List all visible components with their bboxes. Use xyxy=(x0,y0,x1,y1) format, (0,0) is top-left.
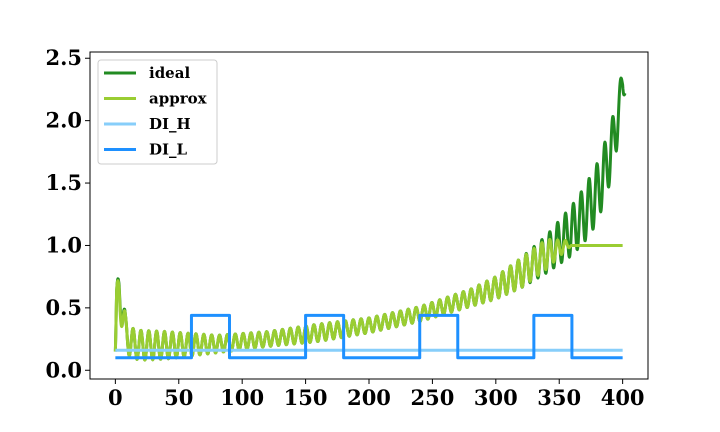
legend-box xyxy=(97,59,218,165)
x-tick-label: 50 xyxy=(164,385,193,410)
series-line-approx xyxy=(113,237,624,362)
y-tick-label: 1.0 xyxy=(45,232,82,257)
x-tick-label: 350 xyxy=(537,385,581,410)
y-tick-label: 2.0 xyxy=(45,108,82,133)
x-tick-label: 400 xyxy=(601,385,645,410)
x-tick-label: 0 xyxy=(108,385,123,410)
legend-label: ideal xyxy=(149,64,190,82)
series-layer xyxy=(113,76,627,362)
y-tick-label: 0.0 xyxy=(45,357,82,382)
x-tick-label: 150 xyxy=(284,385,328,410)
x-tick-label: 100 xyxy=(220,385,264,410)
y-tick-label: 1.5 xyxy=(45,170,82,195)
y-axis: 0.0 0.5 1.0 1.5 2.0 2.5 xyxy=(45,45,90,382)
legend-label: DI_L xyxy=(149,141,188,159)
x-axis: 0 50 100 150 200 250 300 350 400 xyxy=(108,379,645,410)
series-line-di-l xyxy=(115,313,623,360)
x-tick-label: 250 xyxy=(410,385,454,410)
legend: ideal approx DI_H DI_L xyxy=(97,59,218,165)
y-tick-label: 0.5 xyxy=(45,295,82,320)
x-tick-label: 300 xyxy=(474,385,518,410)
y-tick-label: 2.5 xyxy=(45,45,82,70)
x-tick-label: 200 xyxy=(347,385,391,410)
legend-label: DI_H xyxy=(149,115,191,133)
legend-label: approx xyxy=(149,90,208,108)
